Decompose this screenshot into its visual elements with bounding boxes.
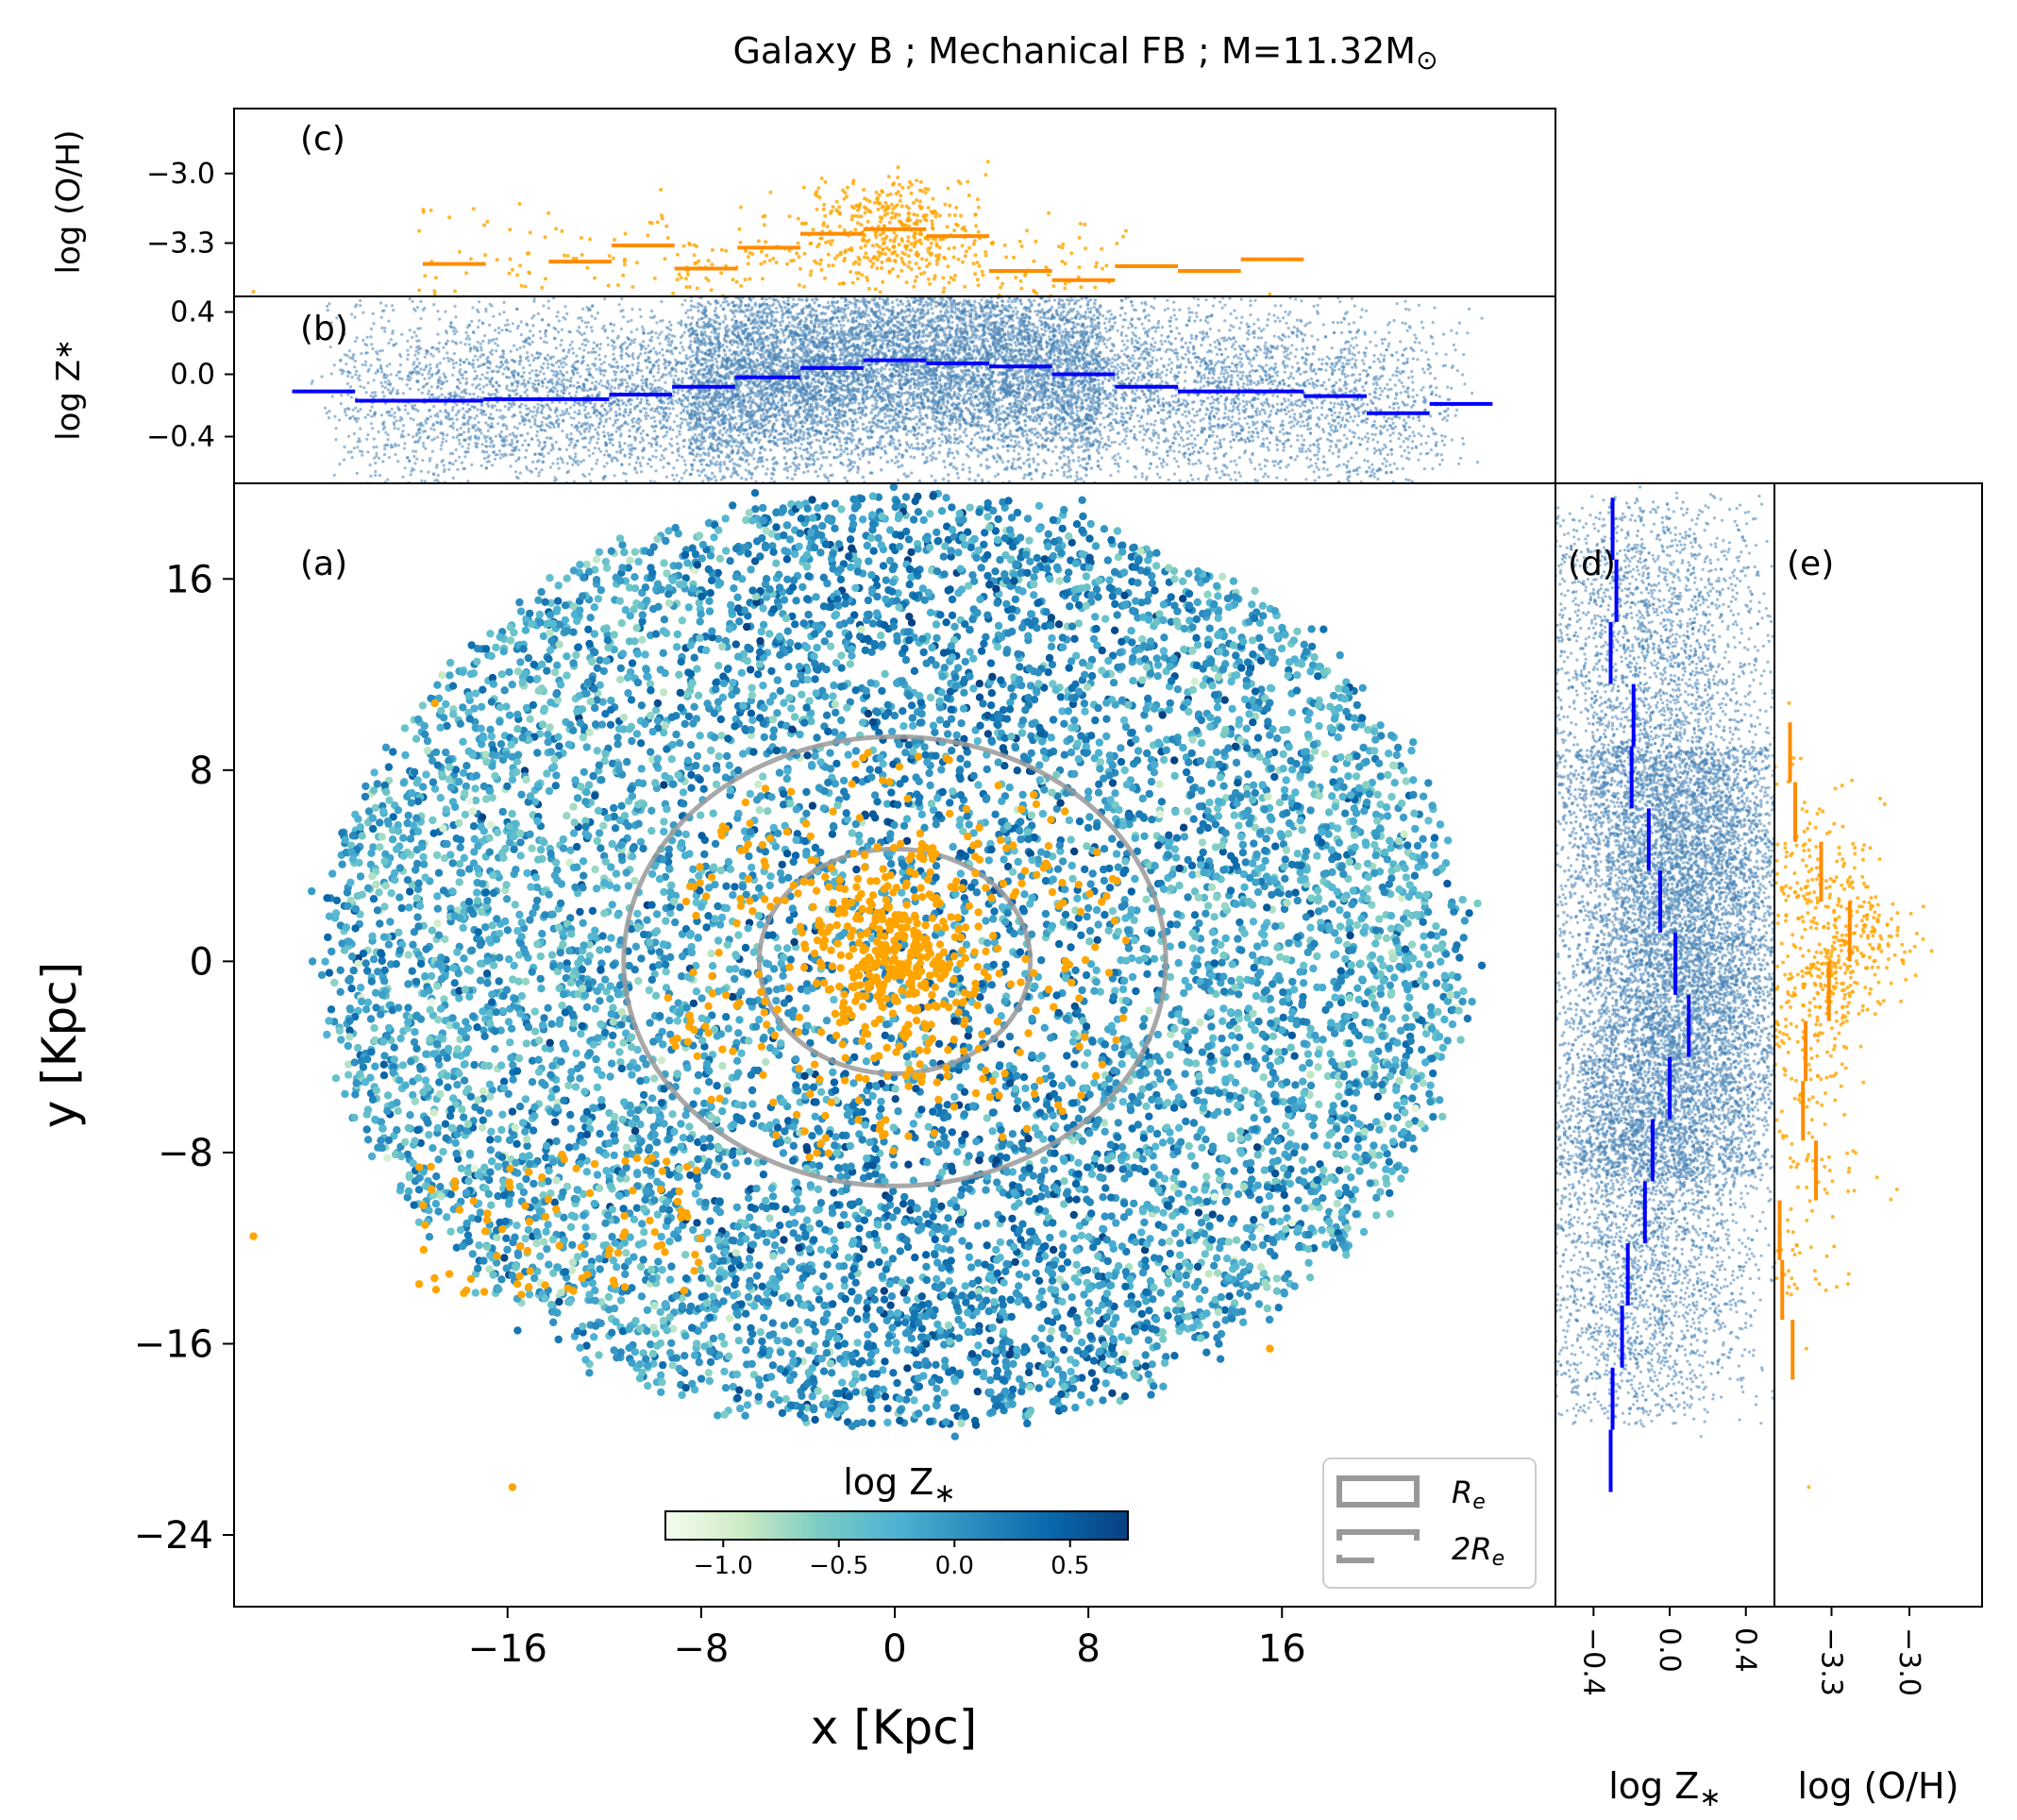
panel-d-xtick-label: −0.4 [1576, 1627, 1609, 1696]
panel-d-xtick-label: 0.0 [1653, 1627, 1686, 1673]
legend-2re-label: 2Re [1452, 1531, 1504, 1571]
panel-c-frame [233, 108, 1556, 297]
panel-b-binned-profile [292, 358, 1493, 415]
panel-e-frame [1773, 482, 1983, 1608]
panel-b-ytick-label: 0.4 [170, 296, 215, 329]
panel-b-scatter [310, 296, 1484, 483]
panel-d-xlabel: log Z∗ [1608, 1765, 1722, 1812]
panel-e-xtick-label: −3.0 [1892, 1627, 1925, 1696]
legend-re-label: Re [1452, 1475, 1486, 1514]
panel-b-ytick-label: 0.0 [170, 359, 215, 392]
legend-box [1322, 1458, 1537, 1589]
legend-2re-swatch [1336, 1529, 1420, 1563]
panel-label-b: (b) [300, 310, 348, 348]
panel-e-xlabel: log (O/H) [1798, 1765, 1959, 1807]
colorbar-ticks: −1.0 −0.5 0.0 0.5 [694, 1540, 1089, 1580]
y-axis-label: y [Kpc] [32, 962, 87, 1129]
panel-label-e: (e) [1787, 545, 1834, 583]
colorbar-tick-label: −1.0 [694, 1552, 753, 1580]
y-tick-label: −8 [158, 1132, 213, 1175]
panel-b-ytick-label: −0.4 [146, 421, 215, 454]
colorbar-tick-label: −0.5 [809, 1552, 868, 1580]
panel-e-binned-profile [1777, 722, 1852, 1380]
x-axis-label: x [Kpc] [811, 1700, 978, 1755]
x-tick-label: 8 [1076, 1627, 1100, 1671]
x-tick-label: 16 [1258, 1627, 1306, 1671]
y-tick-label: 16 [165, 558, 213, 601]
ellipse-2re [621, 733, 1168, 1188]
legend: Re 2Re [1322, 1458, 1537, 1589]
panel-c-ytick-label: −3.0 [146, 158, 215, 191]
colorbar-tick-label: 0.0 [935, 1552, 974, 1580]
y-tick-label: −24 [134, 1514, 213, 1558]
panel-e-xtick-label: −3.3 [1815, 1627, 1848, 1696]
panel-c-ytick-label: −3.3 [146, 227, 215, 260]
panel-d-xtick-label: 0.4 [1729, 1627, 1762, 1673]
y-tick-label: 8 [190, 750, 213, 793]
panel-b-ylabel: log Z∗ [50, 339, 88, 441]
panel-label-d: (d) [1568, 545, 1616, 583]
chart-title: Galaxy B ; Mechanical FB ; M=11.32M⊙ [732, 30, 1437, 76]
x-tick-label: −16 [468, 1627, 547, 1671]
axis-ticks: −16 −8 0 8 16 16 8 0 −8 −16 −24 0.4 0.0 −0.4 −3.0 −3.3 −… [134, 158, 1925, 1696]
panel-c-ylabel: log (O/H) [50, 130, 88, 275]
x-tick-label: 0 [882, 1627, 906, 1671]
legend-re-swatch [1336, 1475, 1420, 1508]
panel-c-binned-profile [423, 227, 1304, 282]
x-tick-label: −8 [673, 1627, 729, 1671]
panel-a-gas-particles [249, 699, 1274, 1491]
panel-e-scatter [1774, 700, 1934, 1490]
y-tick-label: 0 [190, 940, 213, 984]
panel-label-a: (a) [300, 545, 347, 583]
panel-d-scatter [1555, 485, 1774, 1439]
colorbar-tick-label: 0.5 [1051, 1552, 1089, 1580]
colorbar: log Z∗ −1.0 −0.5 0.0 0.5 [664, 1461, 1129, 1580]
colorbar-gradient [664, 1510, 1129, 1541]
colorbar-label: log Z∗ [843, 1461, 956, 1508]
panel-d-binned-profile [1608, 497, 1691, 1492]
panel-label-c: (c) [300, 120, 345, 159]
y-tick-label: −16 [134, 1323, 213, 1366]
